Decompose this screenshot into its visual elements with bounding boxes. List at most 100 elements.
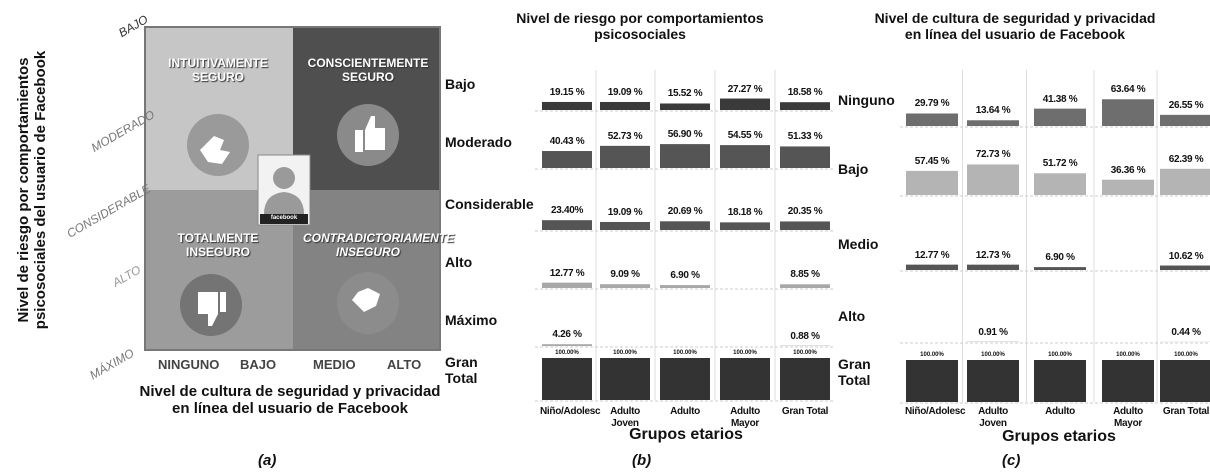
- bar: [780, 102, 830, 110]
- bar: [1034, 267, 1086, 270]
- bar: [1160, 360, 1210, 402]
- bar: [906, 113, 958, 126]
- x-tick-label: Adulto Joven: [610, 406, 640, 429]
- value-label: 100.00%: [1174, 352, 1198, 358]
- value-label: 51.33 %: [787, 131, 823, 143]
- bar: [1102, 179, 1154, 195]
- bar: [720, 222, 770, 230]
- bar: [967, 264, 1019, 270]
- bar: [780, 221, 830, 230]
- x-tick-label: Adulto Mayor: [730, 406, 760, 429]
- value-label: 18.18 %: [727, 207, 763, 219]
- bar: [1034, 360, 1086, 402]
- bar: [906, 264, 958, 270]
- value-label: 36.36 %: [1110, 164, 1146, 176]
- value-label: 23.40%: [550, 205, 584, 217]
- x-tick-label: Adulto Mayor: [1113, 406, 1143, 429]
- bar: [1160, 114, 1210, 126]
- x-tick-label: Niño/Adolesc: [540, 406, 601, 417]
- value-label: 27.27 %: [727, 83, 763, 95]
- value-label: 0.88 %: [790, 330, 820, 342]
- value-label: 100.00%: [613, 350, 637, 356]
- bar: [720, 98, 770, 110]
- value-label: 13.64 %: [975, 105, 1011, 117]
- row-label: Moderado: [445, 134, 512, 150]
- value-label: 72.73 %: [975, 149, 1011, 161]
- value-label: 100.00%: [793, 350, 817, 356]
- quadrant-label: TOTALMENTE INSEGURO: [177, 231, 259, 259]
- value-label: 19.09 %: [607, 86, 643, 98]
- row-label: Gran Total: [445, 354, 478, 387]
- value-label: 19.15 %: [549, 86, 585, 98]
- chart-title: Nivel de cultura de seguridad y privacid…: [874, 10, 1156, 43]
- value-label: 4.26 %: [552, 329, 582, 341]
- y-axis-title: Nivel de riesgo por comportamientos psic…: [15, 25, 50, 355]
- quadrant-label: INTUITIVAMENTE SEGURO: [168, 56, 268, 84]
- bar: [600, 221, 650, 230]
- row-label: Bajo: [838, 161, 869, 177]
- avatar: [273, 167, 295, 189]
- icon: [355, 116, 385, 152]
- value-label: 12.77 %: [549, 267, 585, 279]
- value-label: 0.91 %: [978, 326, 1008, 338]
- x-axis-title: Grupos etarios: [1002, 428, 1116, 445]
- bar: [1034, 173, 1086, 195]
- value-label: 100.00%: [1048, 352, 1072, 358]
- bar: [780, 146, 830, 168]
- bar: [542, 151, 592, 168]
- value-label: 100.00%: [920, 352, 944, 358]
- bar: [720, 358, 770, 400]
- avatar-bar: [260, 214, 308, 224]
- value-label: 100.00%: [555, 350, 579, 356]
- row-label: Máximo: [445, 312, 498, 328]
- value-label: 63.64 %: [1110, 84, 1146, 96]
- icon: [200, 136, 230, 164]
- value-label: 100.00%: [733, 350, 757, 356]
- bar: [542, 282, 592, 288]
- bar: [542, 358, 592, 400]
- x-level-label: BAJO: [240, 357, 277, 372]
- x-level-label: ALTO: [387, 357, 422, 372]
- value-label: 62.39 %: [1168, 153, 1204, 165]
- value-label: 52.73 %: [607, 130, 643, 142]
- value-label: 41.38 %: [1042, 93, 1078, 105]
- bar: [1102, 99, 1154, 126]
- bar: [542, 101, 592, 110]
- value-label: 100.00%: [1116, 352, 1140, 358]
- value-label: 6.90 %: [1045, 252, 1075, 264]
- bar: [660, 358, 710, 400]
- value-label: 19.09 %: [607, 206, 643, 218]
- value-label: 12.77 %: [914, 249, 950, 261]
- bar: [542, 344, 592, 346]
- icon: [352, 288, 380, 312]
- quadrant-label: CONTRADICTORIAMENTE INSEGURO: [303, 231, 455, 259]
- value-label: 15.52 %: [667, 88, 703, 100]
- bar: [600, 284, 650, 288]
- bar: [600, 101, 650, 110]
- caption: (a): [258, 452, 277, 469]
- caption: (c): [1002, 452, 1021, 469]
- bar: [600, 145, 650, 168]
- bar: [967, 360, 1019, 402]
- bar: [967, 120, 1019, 126]
- bar: [542, 220, 592, 230]
- value-label: 54.55 %: [727, 130, 763, 142]
- x-level-label: MEDIO: [313, 357, 356, 372]
- bar: [1160, 168, 1210, 195]
- value-label: 100.00%: [673, 350, 697, 356]
- bar: [1034, 108, 1086, 126]
- bar: [660, 221, 710, 230]
- value-label: 0.44 %: [1171, 326, 1201, 338]
- value-label: 100.00%: [981, 352, 1005, 358]
- row-label: Considerable: [445, 196, 534, 212]
- x-axis-title: Grupos etarios: [629, 426, 743, 443]
- x-tick-label: Adulto Joven: [978, 406, 1008, 429]
- value-label: 51.72 %: [1042, 158, 1078, 170]
- value-label: 40.43 %: [549, 136, 585, 148]
- x-tick-label: Adulto: [1045, 406, 1075, 417]
- row-label: Bajo: [445, 76, 476, 92]
- bar: [660, 103, 710, 110]
- value-label: 56.90 %: [667, 129, 703, 141]
- row-label: Alto: [838, 308, 866, 324]
